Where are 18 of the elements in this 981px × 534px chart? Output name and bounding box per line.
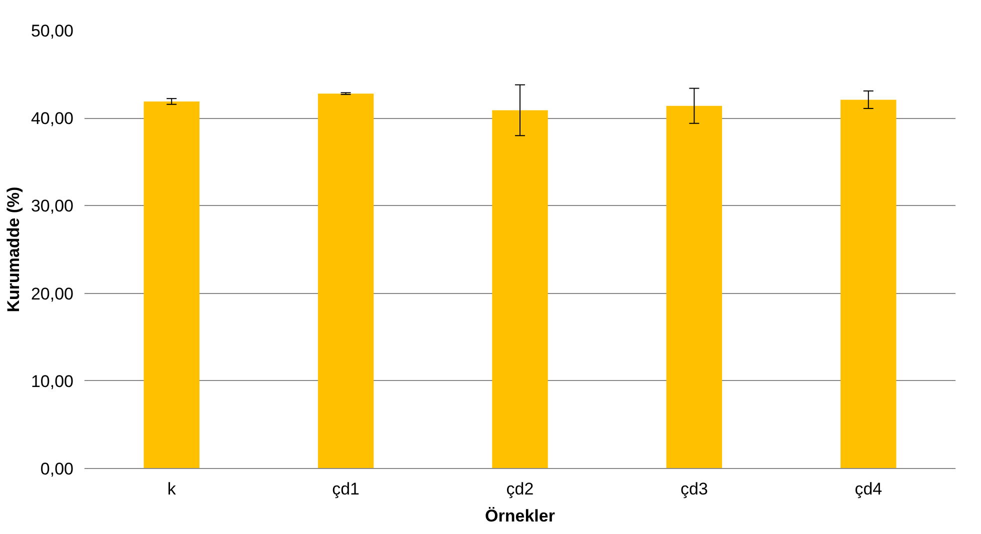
x-tick-label: k: [167, 480, 176, 498]
bar: [144, 101, 200, 468]
x-tick-label: çd3: [680, 480, 708, 498]
y-axis-title: Kurumadde (%): [4, 186, 23, 312]
y-tick-label: 0,00: [40, 460, 74, 478]
bar: [318, 94, 374, 468]
bar: [666, 106, 722, 468]
y-tick-label: 40,00: [30, 109, 74, 128]
x-axis-title: Örnekler: [485, 506, 556, 526]
bar: [492, 110, 548, 468]
x-tick-label: çd1: [332, 480, 360, 498]
y-tick-label: 50,00: [30, 22, 74, 40]
y-tick-label: 10,00: [30, 372, 74, 391]
y-tick-label: 20,00: [30, 284, 74, 304]
bar: [840, 100, 896, 468]
x-tick-label: çd4: [854, 480, 882, 498]
y-tick-label: 30,00: [30, 196, 74, 216]
x-tick-label: çd2: [506, 480, 534, 498]
